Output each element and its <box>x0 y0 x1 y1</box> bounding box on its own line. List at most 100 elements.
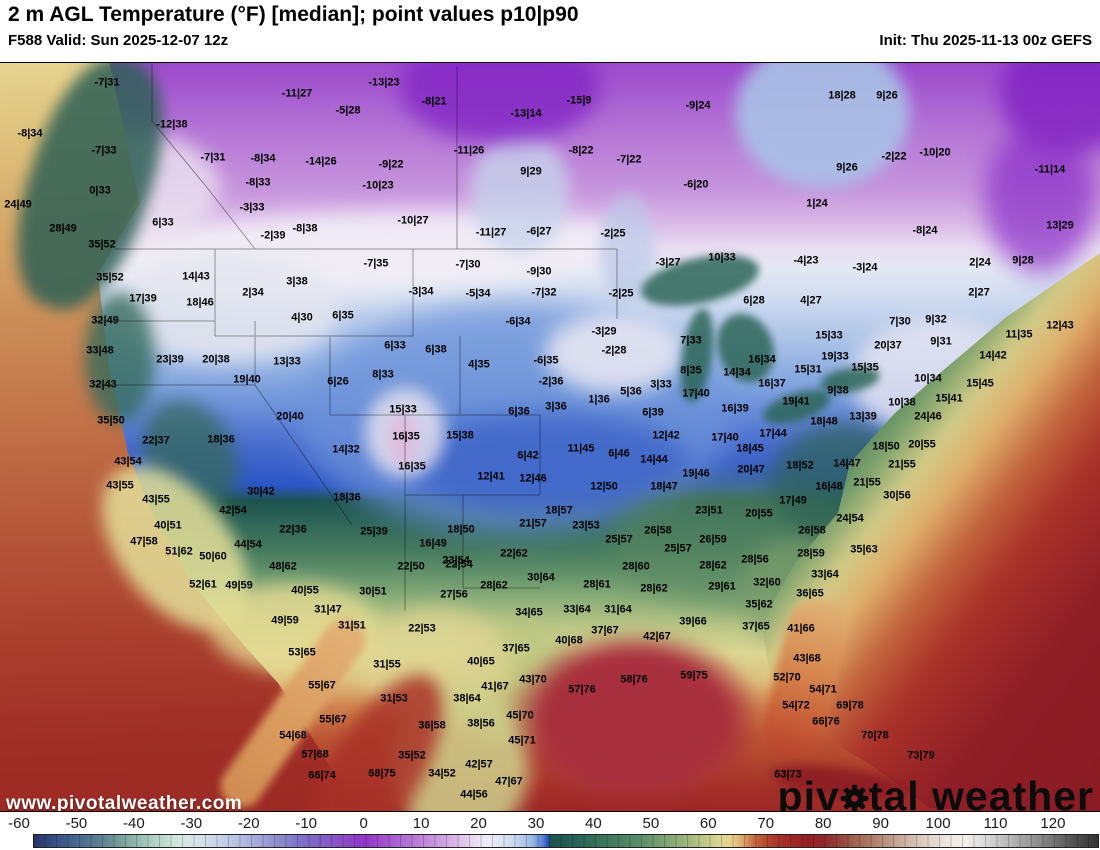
point-value: 24|54 <box>836 512 864 525</box>
point-value: 20|55 <box>745 507 773 520</box>
point-value: -3|24 <box>852 261 878 274</box>
colorbar-tick-label: 10 <box>412 815 430 832</box>
point-value: -7|30 <box>455 258 481 271</box>
point-value: -8|24 <box>912 224 938 237</box>
point-value: 3|38 <box>286 275 308 288</box>
point-value: 10|38 <box>888 396 916 409</box>
point-value: 43|68 <box>793 652 821 665</box>
point-value: -11|27 <box>281 87 313 100</box>
point-value: 54|68 <box>279 729 307 742</box>
point-value: -10|23 <box>362 179 394 192</box>
point-value: 18|36 <box>333 491 361 504</box>
point-value: 43|70 <box>519 673 547 686</box>
colorbar-tick-label: -50 <box>65 815 88 832</box>
point-value: 12|43 <box>1046 319 1074 332</box>
point-value: 18|50 <box>447 523 475 536</box>
point-value: 35|63 <box>850 543 878 556</box>
point-value: -9|24 <box>685 99 711 112</box>
point-value: -9|30 <box>526 265 552 278</box>
point-value: 23|54 <box>442 554 470 567</box>
point-value: -14|26 <box>305 155 337 168</box>
rockies-pink-spot <box>388 413 418 465</box>
point-value: 15|41 <box>935 392 963 405</box>
point-value: 32|43 <box>89 378 117 391</box>
point-value: 15|35 <box>851 361 879 374</box>
point-value: 30|42 <box>247 485 275 498</box>
point-value: 42|57 <box>465 758 493 771</box>
point-value: 40|68 <box>555 634 583 647</box>
point-value: 6|39 <box>642 406 664 419</box>
point-value: 19|41 <box>782 395 810 408</box>
point-value: 52|61 <box>189 578 217 591</box>
point-value: 0|33 <box>89 184 111 197</box>
point-value: 6|33 <box>384 339 406 352</box>
colorbar-tick-label: 60 <box>699 815 717 832</box>
point-value: -2|22 <box>881 150 907 163</box>
colorbar-footer: -60 -50 -40 -30 -20 -10 0 10 20 30 40 50 60 70 80 90 100… <box>0 812 1100 850</box>
brand-text-post: tal weather <box>868 773 1094 812</box>
point-value: 52|70 <box>773 671 801 684</box>
point-value: 31|53 <box>380 692 408 705</box>
point-value: -15|9 <box>566 94 592 107</box>
point-value: 54|72 <box>782 699 810 712</box>
point-value: -5|28 <box>335 104 361 117</box>
point-value: 16|34 <box>748 353 776 366</box>
valid-time-text: F588 Valid: Sun 2025-12-07 12z <box>8 32 229 49</box>
point-value: 57|76 <box>568 683 596 696</box>
point-value: -10|27 <box>397 214 429 227</box>
init-time-text: Init: Thu 2025-11-13 00z GEFS <box>879 32 1092 49</box>
point-value: 18|48 <box>810 415 838 428</box>
point-value: 14|32 <box>332 443 360 456</box>
point-value: 15|38 <box>446 429 474 442</box>
point-values-layer: -7|31 -11|27 -8|34 -12|38 -7|33 -7|31 -8|34 -14… <box>0 63 1100 811</box>
colorbar-tick-label: 80 <box>814 815 832 832</box>
point-value: 43|55 <box>106 479 134 492</box>
point-value: 9|31 <box>930 335 952 348</box>
point-value: 47|67 <box>495 775 523 788</box>
point-value: 6|36 <box>508 405 530 418</box>
state-borders <box>95 63 618 611</box>
point-value: 8|35 <box>680 364 702 377</box>
point-value: 66|76 <box>812 715 840 728</box>
point-value: 4|30 <box>291 311 313 324</box>
point-value: 22|62 <box>500 547 528 560</box>
map-canvas: -7|31 -11|27 -8|34 -12|38 -7|33 -7|31 -8|34 -14… <box>0 62 1100 812</box>
point-value: -11|26 <box>453 144 485 157</box>
point-value: 20|55 <box>908 438 936 451</box>
point-value: 20|40 <box>276 410 304 423</box>
point-value: 40|55 <box>291 584 319 597</box>
colorbar-tick-label: 100 <box>925 815 951 832</box>
point-value: 68|75 <box>368 767 396 780</box>
point-value: 9|29 <box>520 165 542 178</box>
point-value: 25|39 <box>360 525 388 538</box>
point-value: 14|44 <box>640 453 668 466</box>
point-value: 42|54 <box>219 504 247 517</box>
point-value: -10|20 <box>919 146 951 159</box>
point-value: 36|65 <box>796 587 824 600</box>
point-value: 29|61 <box>708 580 736 593</box>
point-value: 23|51 <box>695 504 723 517</box>
point-value: 16|35 <box>392 430 420 443</box>
colorbar-tick-label: -60 <box>8 815 30 832</box>
cold-violet-blob-quebec <box>985 123 1095 273</box>
point-value: 55|67 <box>308 679 336 692</box>
point-value: 63|73 <box>774 768 802 781</box>
point-value: 37|67 <box>591 624 619 637</box>
point-value: 30|56 <box>883 489 911 502</box>
point-value: 18|50 <box>872 440 900 453</box>
midwest-pale-region <box>545 313 685 393</box>
point-value: 19|40 <box>233 373 261 386</box>
point-value: 3|33 <box>650 378 672 391</box>
point-value: 12|46 <box>519 472 547 485</box>
point-value: 18|36 <box>207 433 235 446</box>
point-value: -3|33 <box>239 201 265 214</box>
point-value: 28|62 <box>699 559 727 572</box>
point-value: 33|48 <box>86 344 114 357</box>
point-value: -6|20 <box>683 178 709 191</box>
point-value: 32|60 <box>753 576 781 589</box>
point-value: 57|68 <box>301 748 329 761</box>
point-value: 17|40 <box>682 387 710 400</box>
point-value: 22|37 <box>142 434 170 447</box>
point-value: 14|47 <box>833 457 861 470</box>
